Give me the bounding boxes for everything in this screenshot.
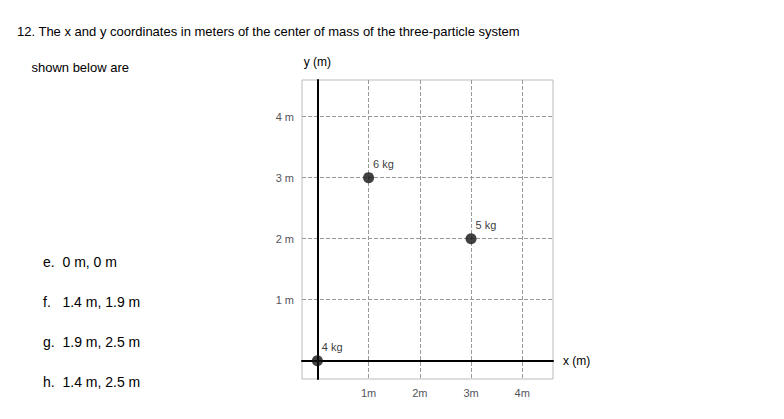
svg-text:3m: 3m [463,387,478,399]
svg-text:4 kg: 4 kg [322,341,343,353]
svg-text:2 m: 2 m [276,233,294,245]
svg-text:h. 1.4 m, 2.5 m: h. 1.4 m, 2.5 m [43,374,140,390]
svg-text:6 kg: 6 kg [373,158,394,170]
svg-text:1 m: 1 m [276,294,294,306]
svg-text:f. 1.4 m, 1.9 m: f. 1.4 m, 1.9 m [43,294,140,310]
svg-text:1m: 1m [361,387,376,399]
svg-text:e. 0 m, 0 m: e. 0 m, 0 m [43,254,117,270]
svg-text:3 m: 3 m [276,172,294,184]
svg-text:12. The x and y coordinates in: 12. The x and y coordinates in meters of… [17,24,520,39]
svg-text:2m: 2m [412,387,427,399]
svg-text:4 m: 4 m [276,111,294,123]
svg-text:y (m): y (m) [304,55,331,69]
svg-text:4m: 4m [515,387,530,399]
svg-text:5 kg: 5 kg [476,219,497,231]
svg-text:x (m): x (m) [563,354,590,368]
svg-text:shown below are: shown below are [17,60,129,75]
svg-text:g. 1.9 m, 2.5 m: g. 1.9 m, 2.5 m [43,334,140,350]
